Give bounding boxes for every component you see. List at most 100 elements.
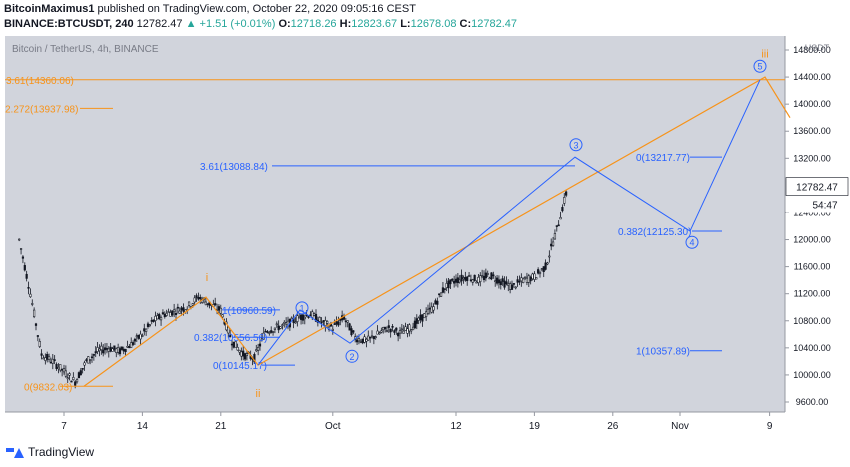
y-tick-label: 14800.00 [793,45,831,55]
candle-body [374,336,377,338]
candle-body [369,336,372,339]
candle-body [167,311,170,313]
candle-body [277,325,280,331]
orange-level-label: 0(9832.03) [24,382,72,393]
candle-body [217,306,221,311]
candle-body [350,328,353,336]
candle-body [458,279,461,283]
candle-body [406,328,409,334]
candle-body [122,348,125,352]
x-tick-label: 12 [450,421,462,432]
candle-body [47,356,51,360]
candle-body [171,310,174,316]
wave-circle-icon [295,301,309,315]
blue-wave-label: 1 [299,303,304,313]
x-tick-label: 14 [137,421,149,432]
candle-body [85,359,88,361]
candle-body [423,313,426,319]
candle-body [55,364,58,369]
last-price-label: 12782.47 [796,183,838,194]
candle-body [464,277,467,281]
chart-title: Bitcoin / TetherUS, 4h, BINANCE [12,44,159,55]
candle-body [25,273,28,279]
candle-body [408,324,411,332]
candle-body [113,345,116,350]
candle-body [294,321,297,324]
candle-body [204,301,207,306]
candle-body [398,330,402,334]
candle-body [197,297,200,300]
orange-wave-label: iii [761,48,768,60]
candle-body [81,368,84,370]
candle-body [242,350,245,357]
low-label: L: [400,18,411,30]
blue-level-label: 3.61(13088.84) [200,162,268,173]
candle-body [100,345,103,351]
countdown-label: 54:47 [812,201,837,212]
candle-body [439,292,443,297]
candle-body [385,330,389,332]
candle-body [227,326,230,334]
candle-body [275,323,278,326]
candle-body [331,328,334,331]
candle-body [264,330,267,333]
candle-body [187,301,191,306]
y-tick-label: 13200.00 [793,153,831,163]
candle-body [118,348,122,355]
candle-body [303,316,306,320]
candle-body [61,368,64,371]
candle-body [154,315,157,321]
candle-body [565,191,568,196]
candle-body [236,347,239,351]
candle-body [357,338,361,342]
y-tick-label: 11600.00 [794,262,831,272]
candle-body [19,248,23,250]
candle-body [131,342,135,345]
candle-body [415,318,418,324]
candle-body [453,280,456,284]
footer-brand[interactable]: TradingView [28,445,95,459]
candle-body [553,233,557,240]
candle-body [77,372,81,379]
candle-body [355,339,359,343]
candle-body [561,207,564,212]
candle-body [34,323,38,326]
candle-body [404,326,407,331]
candle-body [219,307,222,314]
candle-body [432,306,435,311]
candle-body [456,277,459,284]
blue-wave-path [257,79,761,366]
candle-body [516,279,519,283]
candle-body [87,356,90,364]
candle-body [481,275,484,277]
y-tick-label: 9600.00 [796,397,829,407]
candle-body [120,346,123,350]
candle-body [109,346,112,352]
candle-body [62,368,66,373]
publisher-name[interactable]: BitcoinMaximus1 [4,3,95,15]
candle-body [290,317,293,320]
candle-body [467,275,471,277]
candle-body [490,272,493,280]
candle-body [161,312,165,315]
candle-body [510,284,514,290]
blue-level-label: 0.382(10556.56) [194,333,267,344]
candle-body [514,286,517,289]
candle-body [285,322,288,325]
candle-body [21,256,25,259]
candle-body [479,275,482,282]
candle-body [130,342,133,348]
candle-body [449,279,452,285]
y-tick-label: 10000.00 [793,370,831,380]
high-label: H: [339,18,352,30]
candle-body [460,274,463,282]
candle-body [509,283,512,290]
orange-wave-label: ii [256,388,261,400]
blue-level-label: 1(10357.89) [636,347,690,358]
candle-body [156,315,159,320]
blue-wave-label: 2 [349,352,354,362]
x-tick-label: Oct [325,421,341,432]
candle-body [367,335,370,341]
orange-level-label: 3.61(14360.06) [6,76,74,87]
price-chart[interactable]: 14800.00 14400.00 14000.00 13600.00 13200.00… [0,36,850,437]
